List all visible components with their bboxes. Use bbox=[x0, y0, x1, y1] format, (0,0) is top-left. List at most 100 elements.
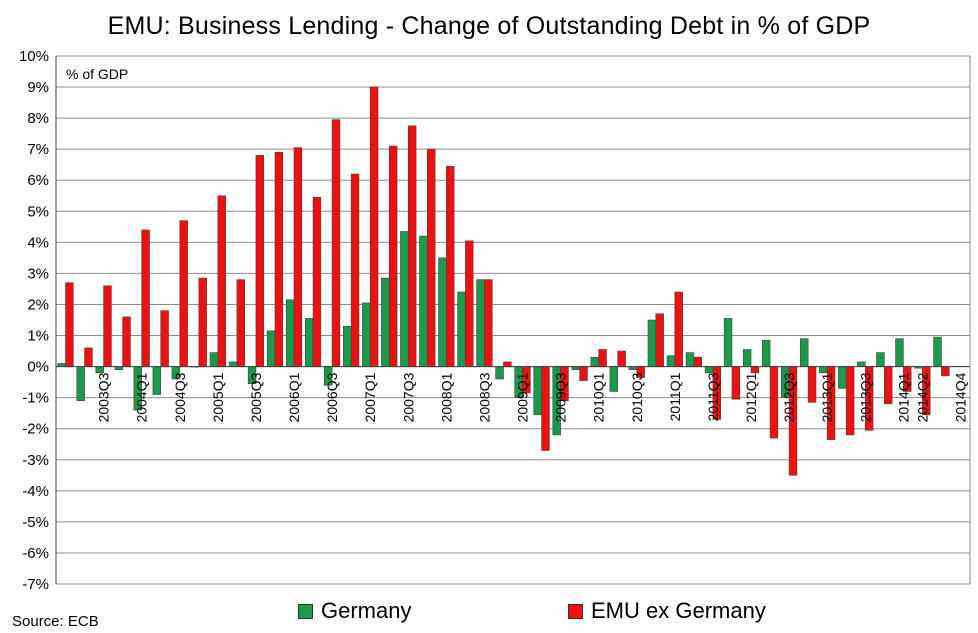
x-tick-label: 2012Q3 bbox=[781, 372, 797, 422]
x-tick-label: 2009Q1 bbox=[515, 372, 531, 422]
legend: Germany EMU ex Germany bbox=[298, 598, 818, 624]
bar-germany-2011Q1 bbox=[666, 355, 676, 367]
bar-emu-ex-germany-2006Q3 bbox=[331, 119, 341, 367]
y-tick-label: -7% bbox=[22, 576, 49, 593]
y-tick-label: 8% bbox=[27, 110, 49, 127]
bar-germany-2007Q3 bbox=[400, 231, 409, 367]
x-tick-label: 2014Q2 bbox=[914, 372, 930, 422]
legend-label-germany: Germany bbox=[321, 598, 412, 623]
bar-emu-ex-germany-2009Q4 bbox=[579, 366, 588, 381]
legend-swatch-emu-ex-germany bbox=[568, 603, 583, 619]
x-tick-label: 2009Q3 bbox=[553, 372, 569, 422]
x-tick-label: 2010Q1 bbox=[591, 372, 607, 422]
bar-germany-2011Q3 bbox=[704, 366, 714, 374]
bar-emu-ex-germany-2007Q3 bbox=[407, 125, 417, 367]
bar-emu-ex-germany-2012Q1 bbox=[750, 366, 760, 374]
bar-germany-2012Q2 bbox=[761, 339, 771, 367]
y-tick-label: 7% bbox=[27, 141, 49, 158]
bar-germany-2003Q3 bbox=[95, 366, 104, 374]
bar-germany-2010Q2 bbox=[609, 366, 619, 392]
bar-emu-ex-germany-2011Q4 bbox=[731, 366, 741, 400]
y-tick-label: 4% bbox=[27, 234, 49, 251]
x-tick-label: 2005Q3 bbox=[248, 372, 264, 422]
bar-germany-2008Q4 bbox=[495, 366, 504, 380]
x-tick-label: 2003Q3 bbox=[96, 372, 112, 422]
y-tick-label: 1% bbox=[27, 328, 49, 345]
bar-emu-ex-germany-2003Q1 bbox=[65, 282, 74, 367]
bar-germany-2004Q2 bbox=[152, 366, 162, 395]
y-tick-label: 3% bbox=[27, 265, 49, 282]
y-tick-label: -4% bbox=[22, 483, 49, 500]
bar-germany-2008Q1 bbox=[438, 257, 447, 367]
legend-swatch-germany bbox=[298, 603, 313, 619]
bar-emu-ex-germany-2007Q4 bbox=[427, 148, 436, 367]
y-tick-label: -2% bbox=[22, 421, 49, 438]
bar-emu-ex-germany-2008Q3 bbox=[484, 279, 493, 367]
x-tick-label: 2012Q1 bbox=[743, 372, 759, 422]
y-tick-label: -6% bbox=[22, 545, 49, 562]
bars bbox=[57, 86, 950, 476]
y-tick-label: -3% bbox=[22, 452, 49, 469]
bar-emu-ex-germany-2010Q4 bbox=[655, 313, 664, 367]
bar-emu-ex-germany-2005Q1 bbox=[217, 195, 226, 367]
bar-emu-ex-germany-2005Q2 bbox=[236, 279, 245, 367]
x-tick-label: 2008Q3 bbox=[476, 372, 492, 422]
legend-item-emu-ex-germany: EMU ex Germany bbox=[568, 598, 766, 624]
chart-title: EMU: Business Lending - Change of Outsta… bbox=[107, 12, 871, 40]
x-tick-label: 2011Q1 bbox=[667, 372, 683, 421]
y-tick-label: 5% bbox=[27, 203, 49, 220]
bar-emu-ex-germany-2013Q2 bbox=[845, 366, 855, 436]
y-axis-tick-labels: -7% -6% -5% -4% -3% -2% -1% 0% 1% 2% 3% 4% 5% 6% 7% 8% 9… bbox=[19, 48, 49, 593]
bar-emu-ex-germany-2004Q1 bbox=[141, 229, 150, 367]
bar-emu-ex-germany-2012Q4 bbox=[807, 366, 817, 403]
x-tick-label: 2006Q1 bbox=[286, 372, 302, 422]
bar-germany-2013Q1 bbox=[819, 366, 828, 374]
bar-emu-ex-germany-2008Q1 bbox=[446, 165, 455, 367]
legend-item-germany: Germany bbox=[298, 598, 411, 624]
bar-emu-ex-germany-2011Q1 bbox=[674, 291, 683, 367]
bar-emu-ex-germany-2008Q4 bbox=[503, 361, 512, 367]
y-tick-label: -1% bbox=[22, 390, 49, 407]
x-tick-label: 2010Q3 bbox=[629, 372, 645, 422]
bar-germany-2014Q3 bbox=[933, 336, 942, 367]
x-tick-label: 2014Q4 bbox=[953, 372, 969, 422]
bar-emu-ex-germany-2008Q2 bbox=[465, 240, 474, 367]
x-tick-label: 2008Q1 bbox=[438, 372, 454, 422]
axes bbox=[55, 56, 971, 584]
bar-germany-2013Q2 bbox=[838, 366, 847, 389]
bar-germany-2006Q2 bbox=[304, 318, 314, 367]
bar-emu-ex-germany-2004Q3 bbox=[179, 220, 188, 367]
bar-germany-2008Q3 bbox=[476, 279, 485, 367]
bar-emu-ex-germany-2006Q2 bbox=[312, 197, 322, 367]
bar-germany-2007Q4 bbox=[419, 235, 428, 367]
bar-emu-ex-germany-2011Q2 bbox=[693, 356, 703, 367]
bar-emu-ex-germany-2004Q4 bbox=[198, 277, 207, 367]
x-tick-label: 2007Q3 bbox=[400, 372, 416, 422]
x-axis-tick-labels: 2003Q3 2004Q1 2004Q3 2005Q1 2005Q3 2006Q1 2006… bbox=[96, 372, 969, 422]
bar-germany-2011Q2 bbox=[685, 352, 695, 367]
legend-label-emu-ex-germany: EMU ex Germany bbox=[591, 598, 766, 623]
x-tick-label: 2011Q3 bbox=[705, 372, 721, 421]
bar-germany-2006Q1 bbox=[285, 299, 295, 367]
bar-germany-2012Q4 bbox=[800, 338, 809, 367]
x-tick-label: 2013Q3 bbox=[857, 372, 873, 422]
bar-emu-ex-germany-2004Q2 bbox=[160, 310, 169, 367]
source-note: Source: ECB bbox=[12, 613, 99, 630]
unit-label: % of GDP bbox=[66, 66, 129, 82]
bar-emu-ex-germany-2013Q4 bbox=[884, 366, 893, 405]
bar-germany-2010Q1 bbox=[590, 356, 599, 367]
bar-germany-2005Q1 bbox=[209, 352, 219, 367]
gridlines bbox=[56, 55, 970, 585]
bar-germany-2003Q2 bbox=[76, 366, 85, 402]
bar-emu-ex-germany-2005Q3 bbox=[255, 155, 265, 367]
x-tick-label: 2014Q1 bbox=[895, 372, 911, 422]
bar-emu-ex-germany-2010Q2 bbox=[617, 350, 626, 367]
y-tick-label: 6% bbox=[27, 172, 49, 189]
bar-emu-ex-germany-2009Q2 bbox=[541, 366, 550, 451]
x-tick-label: 2005Q1 bbox=[210, 372, 226, 422]
bar-germany-2011Q4 bbox=[723, 318, 733, 367]
x-tick-label: 2013Q1 bbox=[819, 372, 835, 422]
bar-emu-ex-germany-2003Q3 bbox=[103, 285, 112, 367]
x-tick-label: 2007Q1 bbox=[362, 372, 378, 422]
